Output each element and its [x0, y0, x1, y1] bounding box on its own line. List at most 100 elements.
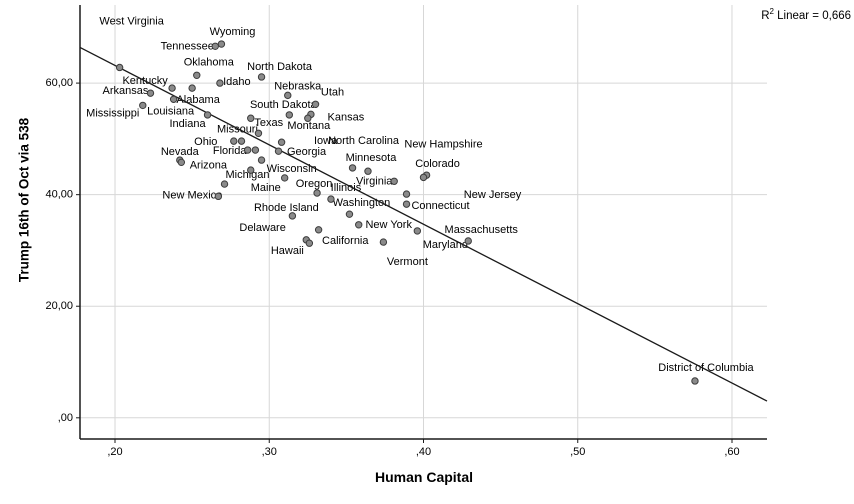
- y-tick-label: 20,00: [45, 300, 73, 312]
- data-point: [274, 147, 283, 155]
- point-label: Oregon: [296, 178, 333, 190]
- data-point: [348, 164, 357, 172]
- data-point: [402, 200, 411, 208]
- data-point: [277, 138, 286, 146]
- data-point: [216, 79, 224, 87]
- point-label: North Dakota: [247, 61, 313, 73]
- point-label: Arkansas: [103, 85, 149, 97]
- point-label: Florida: [213, 145, 248, 157]
- data-point: [247, 114, 255, 122]
- point-label: Vermont: [387, 256, 428, 268]
- r-squared-sup: 2: [769, 7, 774, 16]
- y-tick-label: 40,00: [45, 189, 73, 201]
- point-label: Kansas: [328, 111, 365, 123]
- point-label: Nevada: [161, 146, 200, 158]
- point-label: Maine: [251, 182, 281, 194]
- data-point: [314, 226, 323, 234]
- r-squared-annotation: R2 Linear = 0,666: [761, 7, 851, 22]
- data-point: [254, 129, 263, 138]
- data-point: [257, 73, 266, 81]
- point-label: Minnesota: [346, 152, 398, 164]
- point-label: Wisconsin: [267, 163, 317, 175]
- point-label: Utah: [321, 86, 344, 98]
- data-point-unlabeled: [257, 156, 266, 164]
- point-label: Louisiana: [147, 105, 195, 117]
- data-point: [169, 95, 178, 103]
- data-point: [193, 71, 201, 79]
- data-point: [345, 210, 354, 218]
- point-label: District of Columbia: [658, 362, 754, 374]
- point-label: Arizona: [190, 159, 228, 171]
- data-point: [327, 195, 335, 203]
- data-point: [288, 212, 297, 220]
- x-axis-title: Human Capital: [374, 469, 474, 485]
- point-label: Colorado: [415, 158, 460, 170]
- data-point: [203, 111, 212, 119]
- data-point: [379, 238, 388, 246]
- data-point: [247, 166, 255, 174]
- data-point-unlabeled: [237, 137, 246, 145]
- data-point: [419, 173, 428, 182]
- point-label: Texas: [254, 117, 283, 129]
- data-point-unlabeled: [251, 146, 260, 154]
- data-point: [285, 111, 294, 119]
- point-label: New Mexico: [162, 189, 222, 201]
- point-label: Montana: [287, 120, 331, 132]
- point-label: Indiana: [170, 118, 207, 130]
- data-point: [305, 239, 314, 247]
- point-label: Michigan: [226, 169, 270, 181]
- point-label: Missouri: [217, 123, 258, 135]
- point-label: Mississippi: [86, 107, 139, 119]
- point-label: New York: [365, 219, 412, 231]
- r-squared-base: R: [761, 9, 770, 22]
- data-point: [217, 40, 226, 48]
- point-label: California: [322, 235, 369, 247]
- data-point: [464, 237, 472, 245]
- point-label: Maryland: [423, 239, 468, 251]
- point-label: Wyoming: [210, 26, 256, 38]
- data-point: [355, 221, 363, 229]
- data-point: [115, 63, 124, 72]
- point-label: Illinois: [331, 182, 362, 194]
- data-point: [311, 100, 320, 108]
- data-point: [211, 42, 219, 50]
- r-squared-rest: Linear = 0,666: [773, 9, 851, 22]
- point-label: Idaho: [223, 76, 251, 88]
- data-point: [177, 158, 186, 167]
- data-point: [402, 190, 411, 198]
- data-point: [390, 177, 398, 185]
- data-point: [280, 174, 289, 182]
- point-label: Nebraska: [274, 80, 322, 92]
- y-axis-title: Trump 16th of Oct via 538: [16, 117, 32, 283]
- x-tick-label: ,40: [416, 446, 431, 458]
- x-tick-label: ,30: [262, 446, 277, 458]
- data-point: [139, 101, 147, 110]
- data-point: [313, 189, 321, 197]
- data-point: [188, 84, 196, 92]
- y-tick-label: 60,00: [45, 77, 73, 89]
- point-label: Connecticut: [411, 200, 469, 212]
- point-label: Delaware: [239, 222, 285, 234]
- data-point: [168, 84, 176, 92]
- point-label: Rhode Island: [254, 202, 319, 214]
- data-point: [214, 192, 223, 201]
- point-label: Georgia: [287, 146, 327, 158]
- point-label: New Jersey: [464, 189, 522, 201]
- data-point: [243, 146, 252, 154]
- data-point: [230, 137, 238, 145]
- point-label: West Virginia: [99, 15, 164, 27]
- data-point: [304, 114, 312, 122]
- y-tick-label: ,00: [58, 412, 73, 424]
- regression-line: [79, 46, 768, 402]
- x-tick-label: ,20: [107, 446, 122, 458]
- x-tick-label: ,60: [724, 446, 739, 458]
- point-label: Ohio: [194, 136, 217, 148]
- point-label: Hawaii: [271, 245, 304, 257]
- data-point: [284, 91, 292, 100]
- point-label: Oklahoma: [184, 56, 235, 68]
- x-tick-label: ,50: [570, 446, 585, 458]
- point-label: Virginia: [356, 175, 393, 187]
- point-label: New Hampshire: [404, 138, 482, 150]
